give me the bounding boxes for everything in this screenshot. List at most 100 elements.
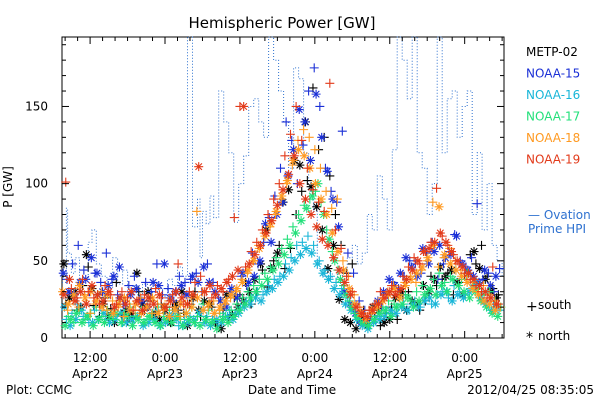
point-south — [297, 237, 307, 247]
point-north — [177, 293, 187, 303]
point-north — [88, 321, 98, 331]
point-north — [284, 169, 294, 179]
point-north — [294, 105, 304, 115]
point-north — [357, 321, 367, 331]
x-tick-label-date: Apr24 — [297, 367, 333, 381]
point-north — [216, 284, 226, 294]
point-north — [132, 296, 142, 306]
point-north — [201, 314, 211, 324]
point-north — [244, 259, 254, 269]
point-north — [329, 284, 339, 294]
point-north — [463, 268, 473, 278]
point-north — [71, 314, 81, 324]
point-north — [159, 259, 169, 269]
point-south — [471, 259, 481, 269]
point-south — [432, 183, 442, 193]
point-north — [322, 210, 332, 220]
point-south — [247, 248, 257, 258]
point-north — [323, 264, 333, 274]
point-north — [430, 299, 440, 309]
point-north — [318, 268, 328, 278]
point-north — [132, 268, 142, 278]
point-north — [378, 296, 388, 306]
point-north — [171, 287, 181, 297]
point-north — [425, 293, 435, 303]
point-north — [462, 277, 472, 287]
point-north — [305, 155, 315, 165]
point-north — [154, 290, 164, 300]
point-north — [419, 296, 429, 306]
point-north — [288, 155, 298, 165]
footer-timestamp: 2012/04/25 08:35:05 — [467, 383, 594, 397]
point-north — [59, 259, 69, 269]
point-north — [380, 311, 390, 321]
point-south — [119, 311, 129, 321]
point-north — [430, 237, 440, 247]
point-north — [75, 277, 85, 287]
point-north — [262, 287, 272, 297]
point-north — [351, 324, 361, 334]
point-north — [424, 243, 434, 253]
point-south — [281, 117, 291, 127]
point-south — [100, 281, 110, 291]
point-north — [114, 262, 124, 272]
point-north — [329, 240, 339, 250]
point-north — [335, 274, 345, 284]
point-north — [210, 287, 220, 297]
point-north — [87, 281, 97, 291]
point-north — [392, 302, 402, 312]
point-north — [121, 299, 131, 309]
point-north — [164, 311, 174, 321]
point-north — [334, 265, 344, 275]
point-north — [204, 299, 214, 309]
point-north — [296, 216, 306, 226]
x-tick-label-date: Apr25 — [447, 367, 483, 381]
marker-symbol: + — [526, 299, 538, 315]
point-north — [486, 293, 496, 303]
point-north — [94, 314, 104, 324]
point-north — [234, 308, 244, 318]
point-south — [117, 287, 127, 297]
point-north — [330, 256, 340, 266]
point-south — [163, 284, 173, 294]
point-north — [396, 284, 406, 294]
point-north — [385, 314, 395, 324]
point-north — [345, 318, 355, 328]
point-north — [227, 284, 237, 294]
point-north — [69, 290, 79, 300]
point-north — [485, 299, 495, 309]
point-north — [81, 299, 91, 309]
point-north — [88, 318, 98, 328]
point-north — [199, 287, 209, 297]
point-south — [338, 256, 348, 266]
point-north — [374, 299, 384, 309]
point-north — [437, 281, 447, 291]
marker-label: north — [538, 329, 570, 343]
point-north — [473, 290, 483, 300]
point-north — [334, 222, 344, 232]
point-north — [128, 321, 138, 331]
point-south — [287, 160, 297, 170]
point-north — [58, 268, 68, 278]
point-north — [200, 318, 210, 328]
point-north — [335, 290, 345, 300]
point-north — [144, 311, 154, 321]
legend-item: METP-02 — [526, 45, 578, 59]
point-north — [385, 305, 395, 315]
point-south — [387, 281, 397, 291]
point-north — [279, 271, 289, 281]
point-north — [412, 271, 422, 281]
point-north — [469, 274, 479, 284]
point-south — [73, 240, 83, 250]
point-north — [453, 290, 463, 300]
marker-symbol: * — [526, 330, 533, 346]
point-north — [391, 308, 401, 318]
point-south — [304, 132, 314, 142]
point-north — [279, 250, 289, 260]
point-north — [408, 299, 418, 309]
point-north — [64, 293, 74, 303]
ovation-line — [62, 36, 504, 299]
point-north — [440, 250, 450, 260]
point-north — [300, 117, 310, 127]
